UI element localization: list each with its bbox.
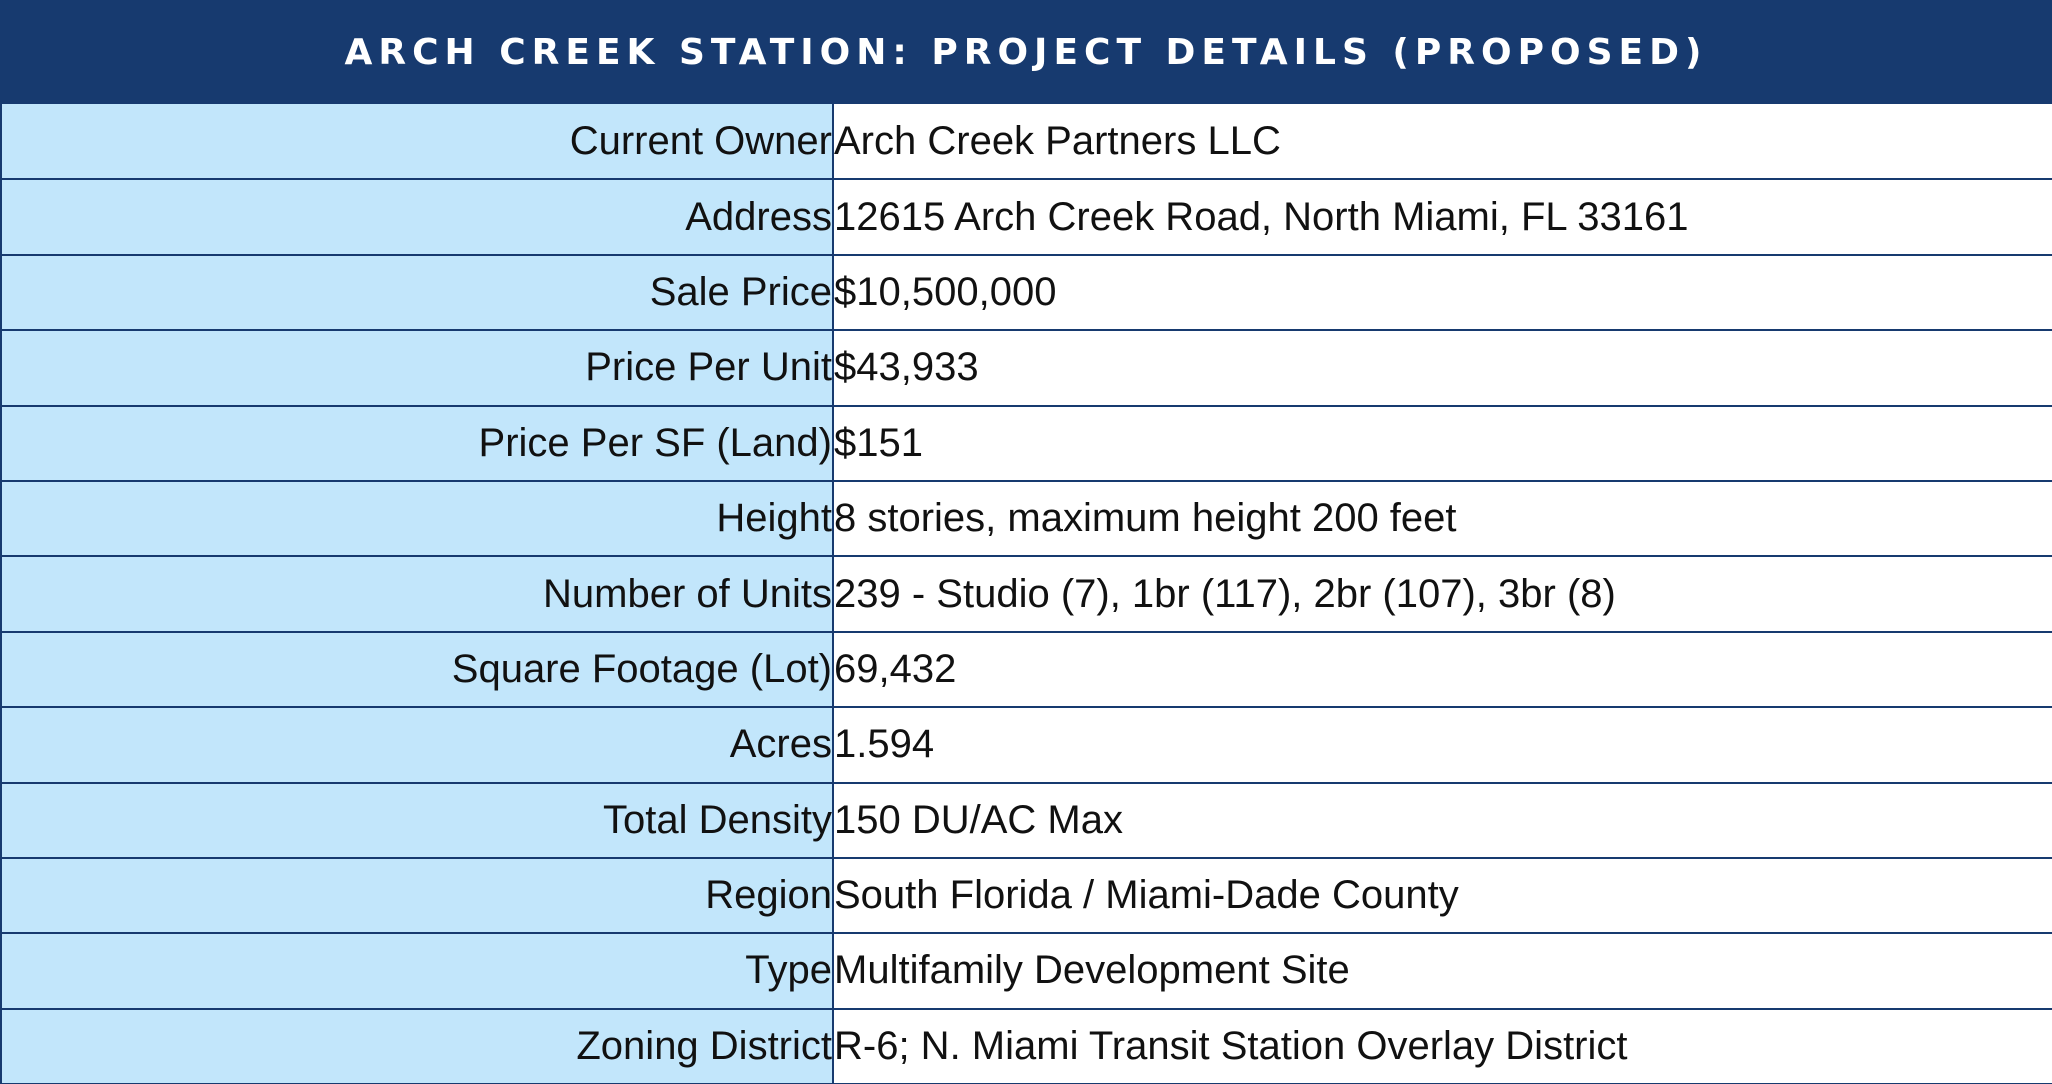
table-row: Acres 1.594 — [0, 707, 2052, 784]
row-value: 12615 Arch Creek Road, North Miami, FL 3… — [834, 194, 1689, 239]
row-value-cell: 69,432 — [833, 631, 2052, 709]
row-label-cell: Square Footage (Lot) — [0, 631, 834, 709]
project-details-table: Current Owner Arch Creek Partners LLC Ad… — [0, 104, 2052, 1084]
row-value-cell: 12615 Arch Creek Road, North Miami, FL 3… — [833, 179, 2052, 256]
row-value-cell: 239 - Studio (7), 1br (117), 2br (107), … — [833, 556, 2052, 633]
row-label: Square Footage (Lot) — [451, 646, 832, 691]
row-label-cell: Price Per SF (Land) — [0, 405, 834, 482]
row-label: Price Per Unit — [585, 345, 832, 390]
row-value-cell: 150 DU/AC Max — [833, 782, 2052, 859]
table-row: Total Density 150 DU/AC Max — [0, 782, 2052, 859]
row-label-cell: Sale Price — [0, 254, 834, 332]
row-value: R-6; N. Miami Transit Station Overlay Di… — [834, 1023, 1628, 1068]
row-value-cell: $10,500,000 — [833, 254, 2052, 332]
row-value-cell: 1.594 — [833, 707, 2052, 784]
table-row: Sale Price $10,500,000 — [0, 254, 2052, 332]
row-label-cell: Height — [0, 480, 834, 558]
row-value: South Florida / Miami-Dade County — [834, 873, 1459, 918]
table-row: Type Multifamily Development Site — [0, 933, 2052, 1010]
row-value: Arch Creek Partners LLC — [834, 118, 1281, 163]
table-row: Number of Units 239 - Studio (7), 1br (1… — [0, 556, 2052, 633]
row-label: Current Owner — [569, 118, 832, 163]
row-value: $10,500,000 — [834, 269, 1057, 314]
row-label: Sale Price — [649, 269, 832, 314]
row-label-cell: Zoning District — [0, 1008, 834, 1084]
row-label-cell: Number of Units — [0, 556, 834, 633]
row-value-cell: Arch Creek Partners LLC — [833, 104, 2052, 181]
table-row: Price Per Unit $43,933 — [0, 330, 2052, 407]
row-label-cell: Current Owner — [0, 104, 834, 181]
row-label-cell: Price Per Unit — [0, 330, 834, 407]
row-value-cell: $43,933 — [833, 330, 2052, 407]
row-value: $43,933 — [834, 345, 979, 390]
row-value: $151 — [834, 420, 923, 465]
row-label: Type — [745, 948, 832, 993]
table-row: Square Footage (Lot) 69,432 — [0, 631, 2052, 709]
table-row: Zoning District R-6; N. Miami Transit St… — [0, 1008, 2052, 1084]
row-label-cell: Type — [0, 933, 834, 1010]
row-value-cell: Multifamily Development Site — [833, 933, 2052, 1010]
row-value: 150 DU/AC Max — [834, 797, 1123, 842]
table-row: Region South Florida / Miami-Dade County — [0, 857, 2052, 935]
row-label-cell: Total Density — [0, 782, 834, 859]
row-value: 239 - Studio (7), 1br (117), 2br (107), … — [834, 571, 1616, 616]
row-label: Zoning District — [576, 1023, 832, 1068]
row-label: Acres — [729, 722, 832, 767]
row-label: Region — [705, 873, 832, 918]
row-value-cell: $151 — [833, 405, 2052, 482]
row-value-cell: 8 stories, maximum height 200 feet — [833, 480, 2052, 558]
row-label-cell: Address — [0, 179, 834, 256]
table-row: Address 12615 Arch Creek Road, North Mia… — [0, 179, 2052, 256]
row-label-cell: Acres — [0, 707, 834, 784]
row-label: Price Per SF (Land) — [478, 420, 832, 465]
row-label-cell: Region — [0, 857, 834, 935]
row-value-cell: South Florida / Miami-Dade County — [833, 857, 2052, 935]
row-value: 69,432 — [834, 646, 957, 691]
row-label: Number of Units — [543, 571, 832, 616]
table-header: ARCH CREEK STATION: PROJECT DETAILS (PRO… — [0, 0, 2052, 104]
table-title: ARCH CREEK STATION: PROJECT DETAILS (PRO… — [344, 31, 1708, 73]
row-value: 1.594 — [834, 722, 935, 767]
row-label: Address — [685, 194, 832, 239]
row-label: Height — [716, 496, 832, 541]
row-value-cell: R-6; N. Miami Transit Station Overlay Di… — [833, 1008, 2052, 1084]
table-row: Price Per SF (Land) $151 — [0, 405, 2052, 482]
table-row: Height 8 stories, maximum height 200 fee… — [0, 480, 2052, 558]
row-value: Multifamily Development Site — [834, 948, 1350, 993]
table-row: Current Owner Arch Creek Partners LLC — [0, 104, 2052, 181]
row-value: 8 stories, maximum height 200 feet — [834, 496, 1457, 541]
row-label: Total Density — [603, 797, 832, 842]
